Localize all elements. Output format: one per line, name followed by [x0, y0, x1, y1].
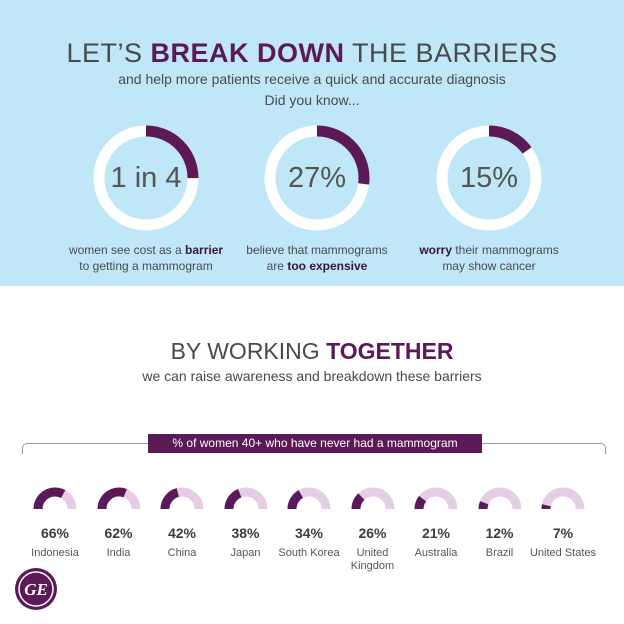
gauge-arc-icon	[477, 487, 521, 510]
stat-caption-2: believe that mammograms are too expensiv…	[246, 243, 388, 273]
ge-logo-icon: GE	[15, 568, 57, 610]
gauge-arc-icon	[541, 487, 585, 510]
country-name: South Korea	[278, 547, 340, 559]
section-title: BY WORKING TOGETHER	[170, 338, 454, 364]
chart-banner: % of women 40+ who have never had a mamm…	[148, 434, 482, 453]
country-name: India	[106, 547, 131, 559]
donut-progress-arc	[436, 125, 542, 231]
svg-text:GE: GE	[24, 580, 48, 599]
donut-progress-arc	[264, 125, 370, 231]
stat-donut-1: 1 in 4	[92, 124, 200, 232]
gauge-arc-icon	[97, 487, 140, 510]
country-percent: 12%	[485, 525, 514, 541]
gauge-fill	[224, 489, 242, 510]
gauge-fill	[477, 501, 488, 510]
gauge-fill	[160, 488, 180, 510]
country-name: United States	[529, 547, 597, 559]
did-you-know-label: Did you know...	[264, 92, 360, 108]
country-percent: 62%	[104, 525, 133, 541]
gauge-arc-icon	[351, 487, 394, 510]
country-percent: 21%	[421, 525, 451, 541]
stat-caption-1: women see cost as a barrier to getting a…	[68, 243, 224, 273]
stat-donut-3: 15%	[435, 124, 543, 232]
section-subtitle: we can raise awareness and breakdown the…	[142, 368, 482, 384]
stat-value: 1 in 4	[110, 162, 182, 194]
stat-value: 15%	[459, 162, 519, 194]
gauge-fill	[351, 493, 365, 510]
gauge-fill	[33, 487, 66, 510]
donut-chart-icon	[93, 125, 199, 231]
gauge-fill	[97, 487, 127, 510]
country-percent: 42%	[167, 525, 197, 541]
stat-value: 27%	[287, 162, 347, 194]
country-name: Japan	[230, 547, 261, 559]
gauge-track	[478, 487, 521, 510]
country-percent: 26%	[358, 525, 387, 541]
donut-chart-icon	[264, 125, 370, 231]
gauge-arc-icon	[33, 487, 77, 510]
country-name: Brazil	[485, 547, 514, 559]
page-title: LET’S BREAK DOWN THE BARRIERS	[66, 38, 558, 68]
country-percent: 38%	[231, 525, 260, 541]
stat-donut-2: 27%	[263, 124, 371, 232]
country-name: China	[167, 547, 197, 559]
stat-caption-3: worry their mammograms may show cancer	[419, 243, 559, 273]
country-percent: 34%	[294, 525, 324, 541]
gauge-arc-icon	[287, 487, 331, 510]
country-name: Australia	[414, 547, 458, 559]
gauge-arc-icon	[414, 487, 458, 510]
gauge-fill	[414, 495, 427, 510]
country-percent: 7%	[552, 525, 574, 541]
page-subtitle: and help more patients receive a quick a…	[118, 71, 506, 87]
donut-progress-arc	[93, 125, 199, 231]
country-percent: 66%	[40, 525, 70, 541]
gauge-track	[541, 487, 585, 510]
gauge-fill	[287, 490, 304, 510]
gauge-arc-icon	[160, 487, 204, 510]
country-name: Indonesia	[31, 547, 79, 559]
gauge-arc-icon	[224, 487, 267, 510]
country-name: United Kingdom	[350, 547, 395, 572]
donut-chart-icon	[436, 125, 542, 231]
